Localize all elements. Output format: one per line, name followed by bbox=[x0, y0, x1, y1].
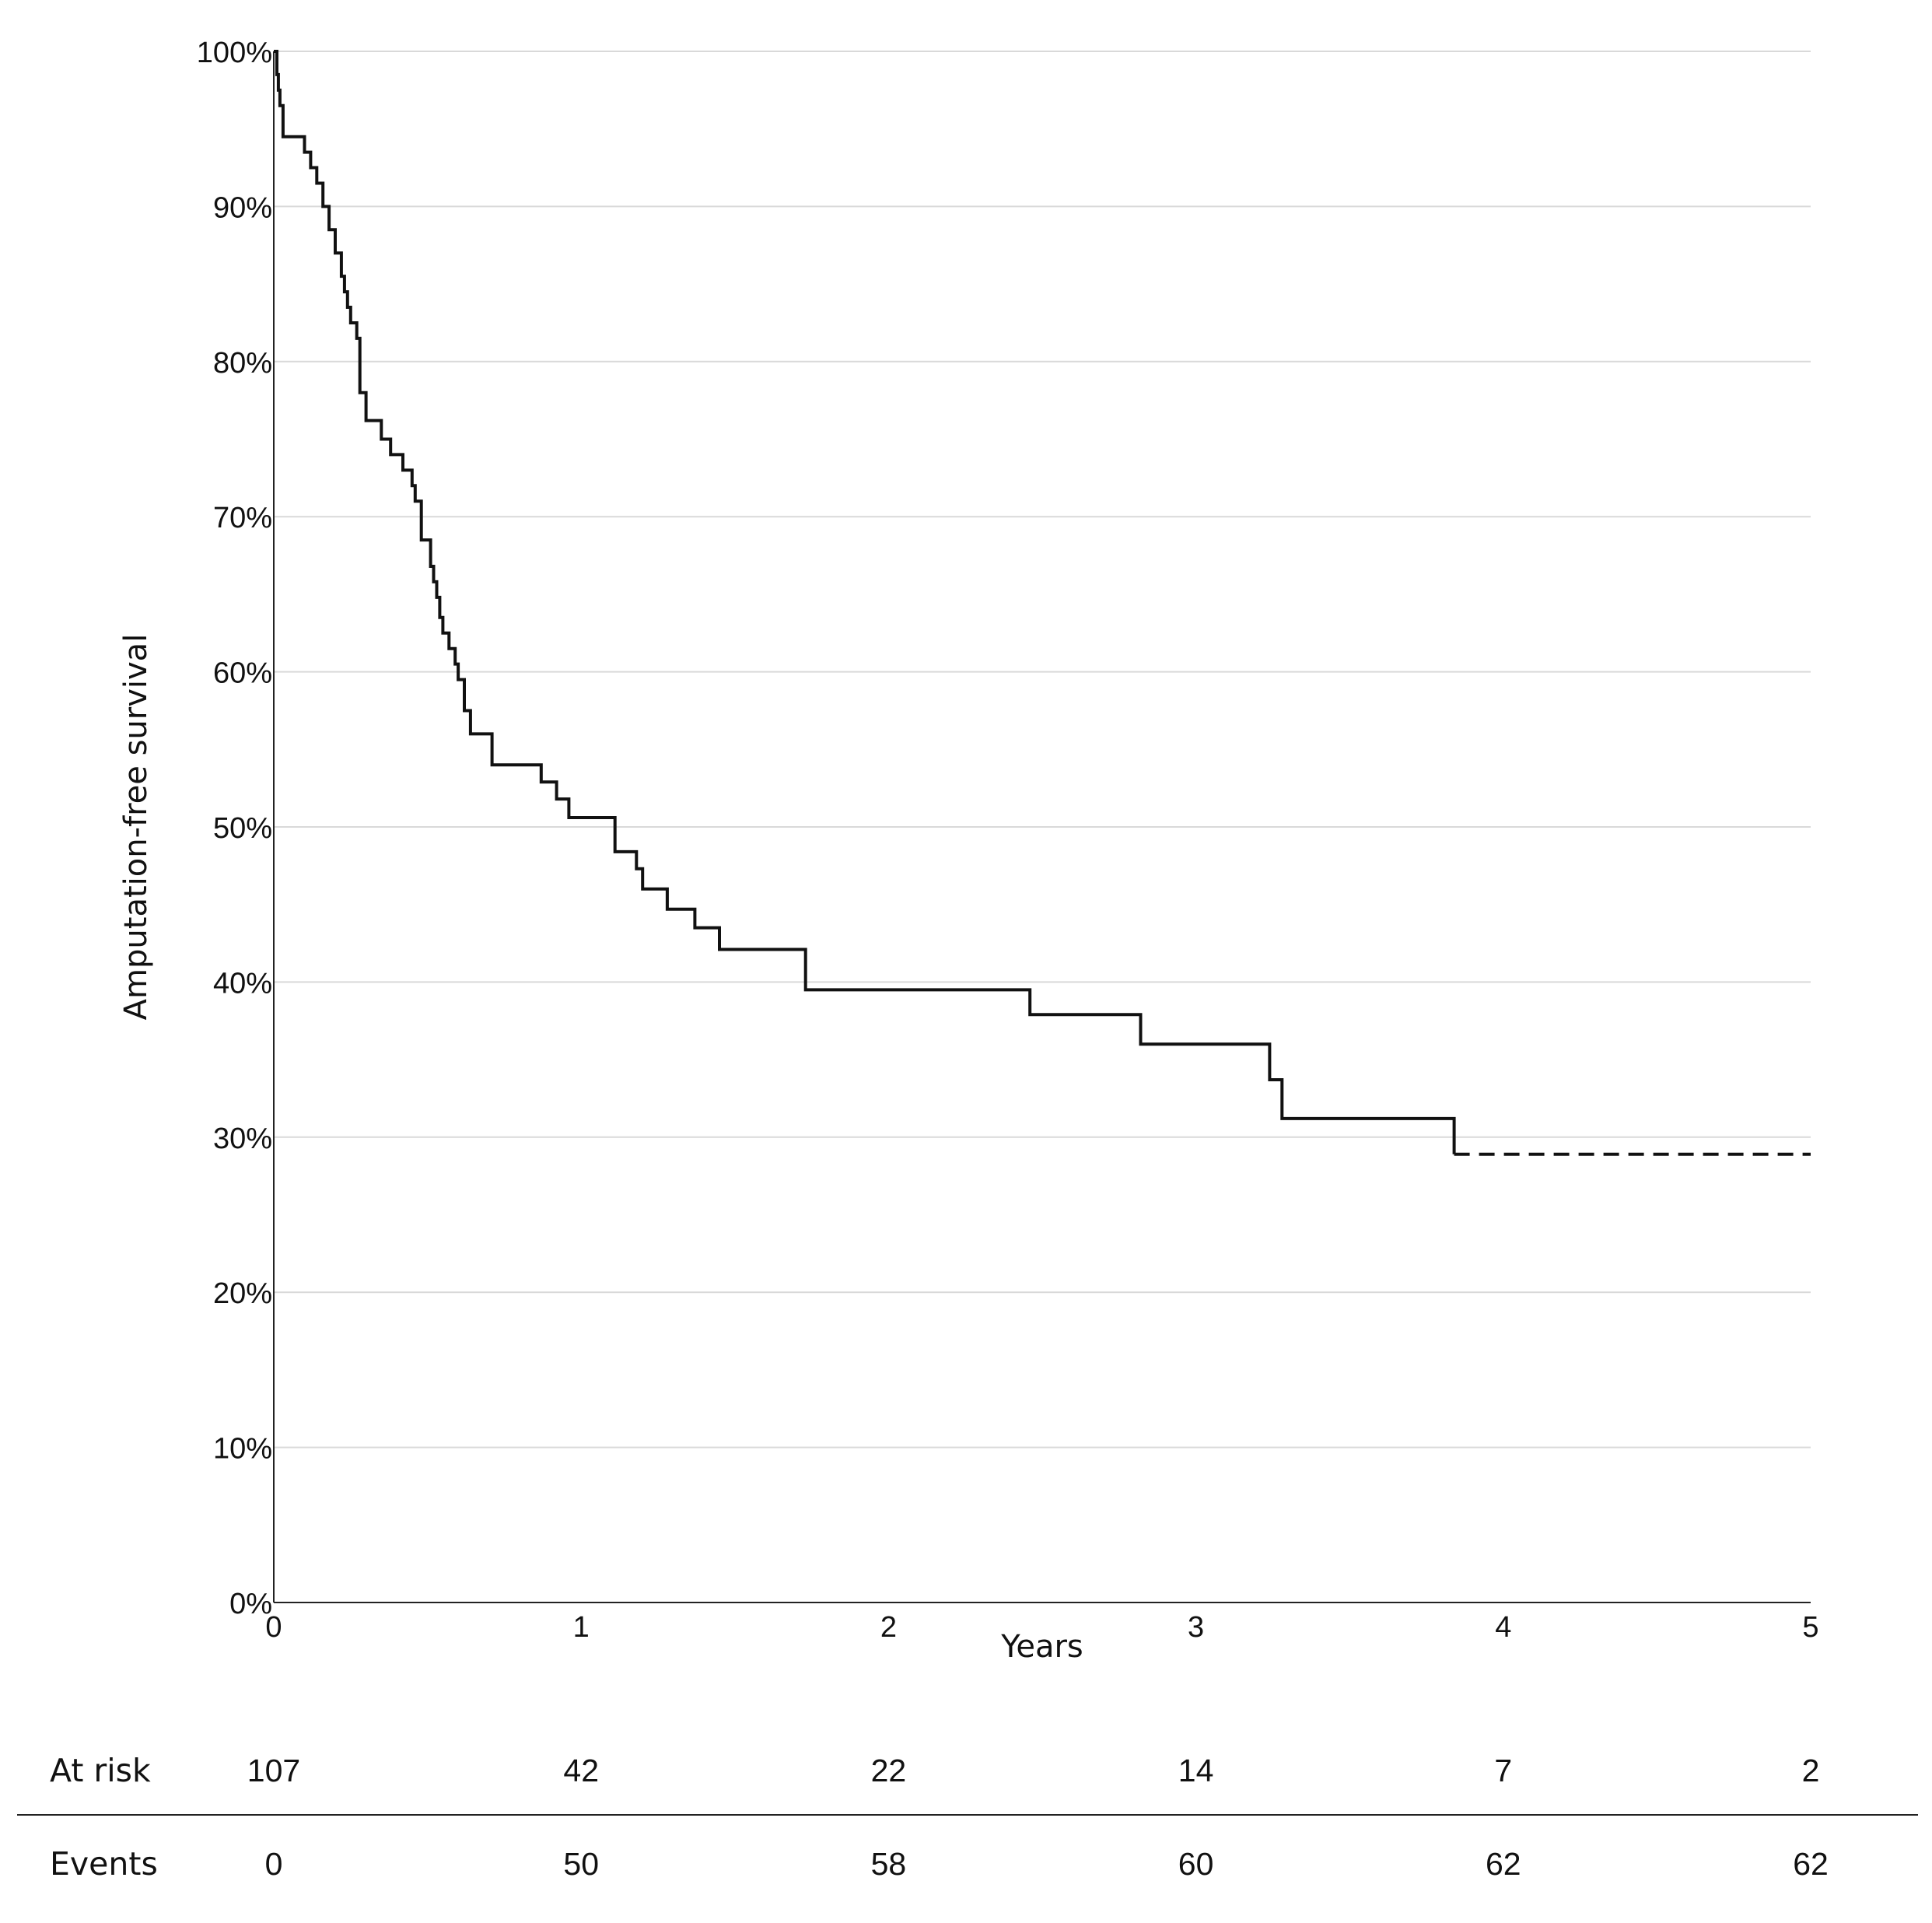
y-tick-labels: 0% 10% 20% 30% 40% 50% 60% 70% 80% 90% 100% bbox=[197, 37, 272, 1620]
at-risk-label: At risk bbox=[50, 1752, 151, 1789]
at-risk-value: 2 bbox=[1802, 1753, 1820, 1788]
events-value: 62 bbox=[1486, 1846, 1521, 1882]
x-tick-labels: 0 1 2 3 4 5 bbox=[265, 1611, 1818, 1644]
at-risk-value: 7 bbox=[1494, 1753, 1512, 1788]
x-tick-label: 4 bbox=[1495, 1611, 1511, 1644]
survival-curve bbox=[274, 50, 1811, 1156]
x-tick-label: 3 bbox=[1188, 1611, 1204, 1644]
x-tick-label: 2 bbox=[880, 1611, 897, 1644]
gridlines bbox=[274, 51, 1811, 1448]
at-risk-value: 22 bbox=[871, 1753, 907, 1788]
events-value: 60 bbox=[1178, 1846, 1214, 1882]
y-tick-label: 10% bbox=[213, 1433, 272, 1466]
x-tick-label: 0 bbox=[265, 1611, 282, 1644]
x-axis-title: Years bbox=[1000, 1629, 1083, 1665]
at-risk-value: 42 bbox=[563, 1753, 599, 1788]
y-tick-label: 60% bbox=[213, 657, 272, 690]
events-value: 58 bbox=[871, 1846, 907, 1882]
axes bbox=[273, 51, 1811, 1603]
x-tick-label: 5 bbox=[1802, 1611, 1818, 1644]
y-tick-label: 30% bbox=[213, 1123, 272, 1155]
survival-curve-solid bbox=[274, 50, 1456, 1154]
y-tick-label: 70% bbox=[213, 502, 272, 534]
y-tick-label: 100% bbox=[197, 37, 272, 69]
y-tick-label: 90% bbox=[213, 191, 272, 224]
y-axis-title: Amputation-free survival bbox=[118, 634, 154, 1021]
y-tick-label: 0% bbox=[229, 1588, 272, 1620]
events-label: Events bbox=[50, 1845, 158, 1883]
risk-table-values: 107 42 22 14 7 2 0 50 58 60 62 62 bbox=[247, 1753, 1829, 1882]
events-value: 50 bbox=[563, 1846, 599, 1882]
x-tick-label: 1 bbox=[573, 1611, 590, 1644]
at-risk-value: 107 bbox=[247, 1753, 300, 1788]
y-tick-label: 50% bbox=[213, 812, 272, 845]
events-value: 0 bbox=[265, 1846, 283, 1882]
risk-table: At risk Events 107 42 22 14 7 2 0 50 58 60 62 62 bbox=[17, 1752, 1918, 1883]
y-tick-label: 20% bbox=[213, 1277, 272, 1310]
at-risk-value: 14 bbox=[1178, 1753, 1214, 1788]
events-value: 62 bbox=[1793, 1846, 1829, 1882]
y-tick-label: 40% bbox=[213, 967, 272, 1000]
y-tick-label: 80% bbox=[213, 347, 272, 380]
